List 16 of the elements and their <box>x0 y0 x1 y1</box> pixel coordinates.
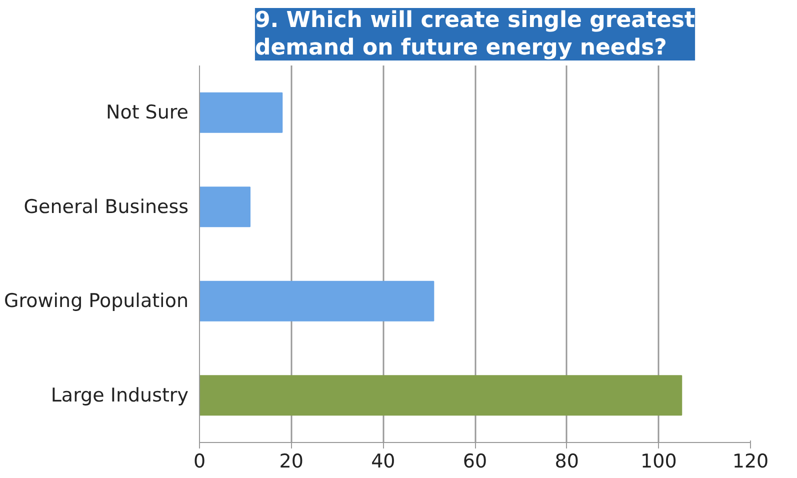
x-tick-label: 80 <box>554 450 579 472</box>
y-tick-label: Growing Population <box>4 290 189 312</box>
chart-title: 9. Which will create single greatest demand on future energy needs? <box>254 8 696 60</box>
bar <box>200 92 283 133</box>
x-tick-label: 0 <box>193 450 206 472</box>
bar <box>200 375 682 416</box>
x-tick-label: 60 <box>462 450 488 472</box>
x-tick-label: 20 <box>279 450 304 472</box>
y-tick-label: Large Industry <box>50 384 189 406</box>
x-tick-label: 100 <box>640 450 677 472</box>
bar <box>200 186 251 228</box>
x-tick-label: 120 <box>732 450 769 472</box>
x-tick-label: 40 <box>371 450 396 472</box>
y-tick-label: Not Sure <box>106 102 189 124</box>
bar <box>200 280 434 322</box>
y-tick-label: General Business <box>24 196 188 218</box>
